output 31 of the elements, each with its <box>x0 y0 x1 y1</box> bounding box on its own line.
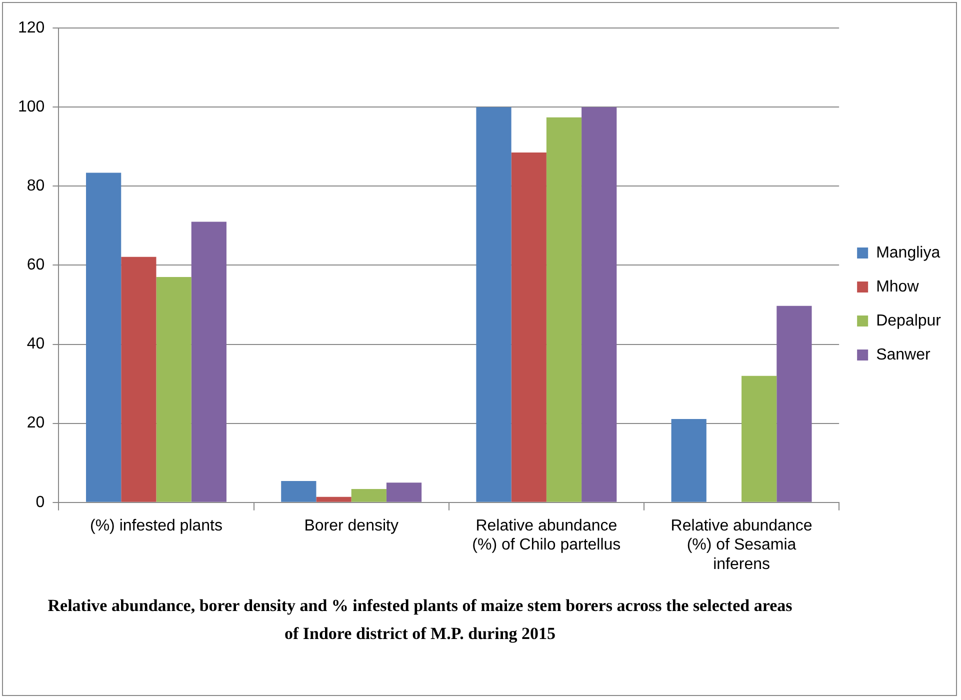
y-tick-label: 80 <box>26 178 45 195</box>
y-tick-label: 100 <box>18 98 45 116</box>
bar <box>742 376 777 502</box>
y-tick-label: 120 <box>18 19 45 36</box>
x-tick-label: (%) infested plants <box>90 517 222 534</box>
bar <box>582 107 617 502</box>
bar <box>156 277 192 502</box>
bar <box>351 488 386 502</box>
x-tick-label: Borer density <box>304 517 398 534</box>
bar <box>281 481 316 502</box>
legend-label: Mhow <box>876 278 920 296</box>
bar <box>511 152 546 502</box>
x-tick-label: Relative abundance (%) of Sesamia inferens <box>670 517 812 573</box>
y-tick-label: 20 <box>26 414 45 432</box>
y-tick-label: 60 <box>26 256 45 274</box>
y-tick-label: 40 <box>26 336 45 353</box>
bar <box>316 496 352 502</box>
legend-label: Depalpur <box>876 312 942 330</box>
bar <box>86 172 122 502</box>
bar <box>776 306 812 502</box>
x-tick-label: Relative abundance (%) of Chilo partellus <box>472 517 621 554</box>
legend-label: Sanwer <box>876 346 931 364</box>
bar <box>191 222 226 502</box>
bar <box>671 418 706 502</box>
legend-label: Mangliya <box>876 244 940 262</box>
bar <box>546 117 582 502</box>
text: Relative abundance, borer density and % infested plants of maize stem borers across the selected areas of Indore district of M.P. during 2015 <box>46 595 794 645</box>
bar <box>121 256 156 502</box>
bar <box>476 107 512 502</box>
y-tick-label: 0 <box>36 494 45 511</box>
bar <box>386 482 422 502</box>
